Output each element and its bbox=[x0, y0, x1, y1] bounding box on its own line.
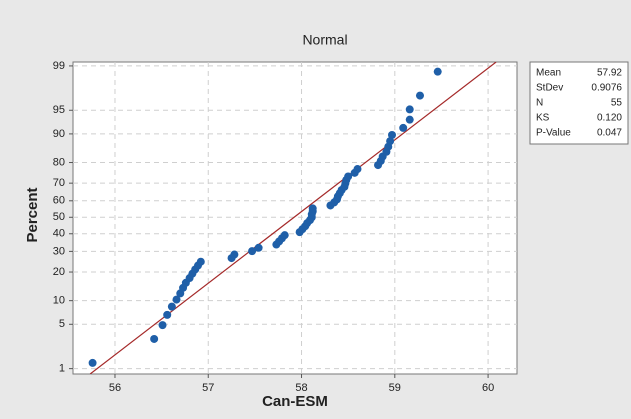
y-tick-label: 1 bbox=[59, 363, 65, 375]
stat-name: P-Value bbox=[536, 128, 571, 139]
data-point bbox=[388, 130, 397, 139]
stat-value: 0.9076 bbox=[591, 83, 622, 94]
stat-name: N bbox=[536, 98, 543, 109]
data-point bbox=[88, 358, 97, 367]
stat-name: StDev bbox=[536, 83, 563, 94]
stat-value: 57.92 bbox=[597, 68, 622, 79]
y-tick-label: 90 bbox=[53, 128, 65, 140]
y-tick-label: 40 bbox=[53, 228, 65, 240]
y-tick-label: 80 bbox=[53, 156, 65, 168]
x-axis-label: Can-ESM bbox=[262, 393, 328, 410]
data-point bbox=[280, 231, 289, 240]
x-tick-label: 60 bbox=[482, 382, 494, 394]
y-tick-label: 20 bbox=[53, 266, 65, 278]
data-point bbox=[386, 137, 395, 146]
data-point bbox=[254, 243, 263, 252]
data-point bbox=[167, 302, 176, 311]
data-point bbox=[308, 204, 317, 213]
x-tick-label: 58 bbox=[295, 382, 307, 394]
data-point bbox=[353, 165, 362, 174]
data-point bbox=[230, 250, 239, 259]
x-tick-label: 59 bbox=[389, 382, 401, 394]
data-point bbox=[196, 257, 205, 266]
stat-value: 55 bbox=[611, 98, 623, 109]
plot-content bbox=[88, 62, 497, 374]
y-tick-label: 30 bbox=[53, 245, 65, 257]
data-point bbox=[163, 310, 172, 319]
data-point bbox=[172, 295, 181, 304]
grid bbox=[73, 62, 517, 374]
data-point bbox=[405, 115, 414, 124]
x-tick-label: 56 bbox=[109, 382, 121, 394]
y-tick-label: 50 bbox=[53, 211, 65, 223]
stats-box bbox=[529, 61, 629, 145]
stat-value: 0.047 bbox=[597, 128, 622, 139]
y-axis-label: Percent bbox=[24, 187, 41, 242]
data-point bbox=[405, 105, 414, 114]
y-tick-label: 95 bbox=[53, 104, 65, 116]
data-point bbox=[399, 123, 408, 132]
axes: 56 57 58 59 60 1 5 10 20 30 40 50 60 70 80 90 95 99 bbox=[53, 60, 494, 394]
y-tick-label: 99 bbox=[53, 60, 65, 72]
y-tick-label: 70 bbox=[53, 177, 65, 189]
chart-title: Normal bbox=[302, 32, 347, 48]
y-tick-label: 10 bbox=[53, 295, 65, 307]
data-point bbox=[158, 321, 167, 330]
stat-name: Mean bbox=[536, 68, 561, 79]
y-tick-label: 60 bbox=[53, 195, 65, 207]
x-tick-label: 57 bbox=[202, 382, 214, 394]
data-point bbox=[248, 247, 257, 256]
data-point bbox=[433, 67, 442, 76]
stat-value: 0.120 bbox=[597, 113, 622, 124]
plot-area bbox=[72, 61, 518, 375]
fit-line bbox=[89, 62, 497, 374]
data-point bbox=[415, 91, 424, 100]
data-point bbox=[344, 172, 353, 181]
stat-name: KS bbox=[536, 113, 550, 124]
y-tick-label: 5 bbox=[59, 318, 65, 330]
data-point bbox=[150, 334, 159, 343]
